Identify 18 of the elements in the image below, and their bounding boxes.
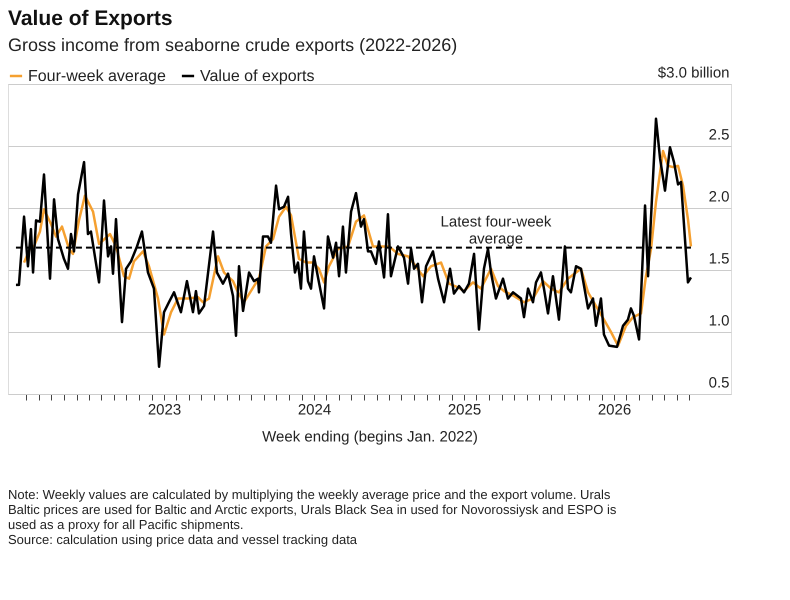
y-tick-label: 2.0 xyxy=(708,188,730,206)
text: Note: Weekly values are calculated by multiplying the weekly average price and the export volume. Urals Baltic prices are used for Baltic and Arctic exports, Urals Black Sea in used for Novorossiysk and ESPO is used as a proxy for all Pacific shipments. xyxy=(8,487,617,532)
chart-title: Value of Exports xyxy=(8,7,173,30)
x-axis-title: Week ending (begins Jan. 2022) xyxy=(262,428,478,446)
y-tick-label: 1.0 xyxy=(708,312,730,330)
legend-label: Four-week average xyxy=(28,68,166,85)
chart-subtitle: Gross income from seaborne crude exports (2022-2026) xyxy=(8,35,458,55)
y-tick-label: 2.5 xyxy=(708,126,730,144)
x-tick-label: 2026 xyxy=(598,402,632,418)
x-tick-label: 2024 xyxy=(298,402,332,418)
y-tick-label: 0.5 xyxy=(708,374,730,392)
source-note: Source: calculation using price data and vessel tracking data xyxy=(8,532,358,547)
x-tick-label: 2025 xyxy=(448,402,482,418)
legend-label: Value of exports xyxy=(200,68,314,85)
y-tick-label: 1.5 xyxy=(708,250,730,268)
x-tick-label: 2023 xyxy=(148,402,182,418)
y-tick-label: $3.0 billion xyxy=(658,64,730,82)
ref-line-label: Latest four-week average xyxy=(440,214,552,248)
